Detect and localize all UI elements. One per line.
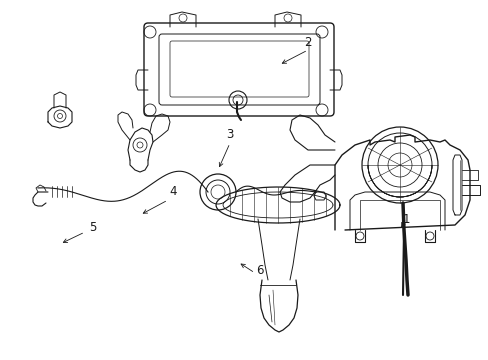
Text: 2: 2 <box>304 36 311 49</box>
Text: 4: 4 <box>169 185 176 198</box>
Text: 6: 6 <box>256 264 263 276</box>
Text: 5: 5 <box>89 221 97 234</box>
Text: 3: 3 <box>226 129 233 141</box>
Text: 1: 1 <box>402 213 409 226</box>
